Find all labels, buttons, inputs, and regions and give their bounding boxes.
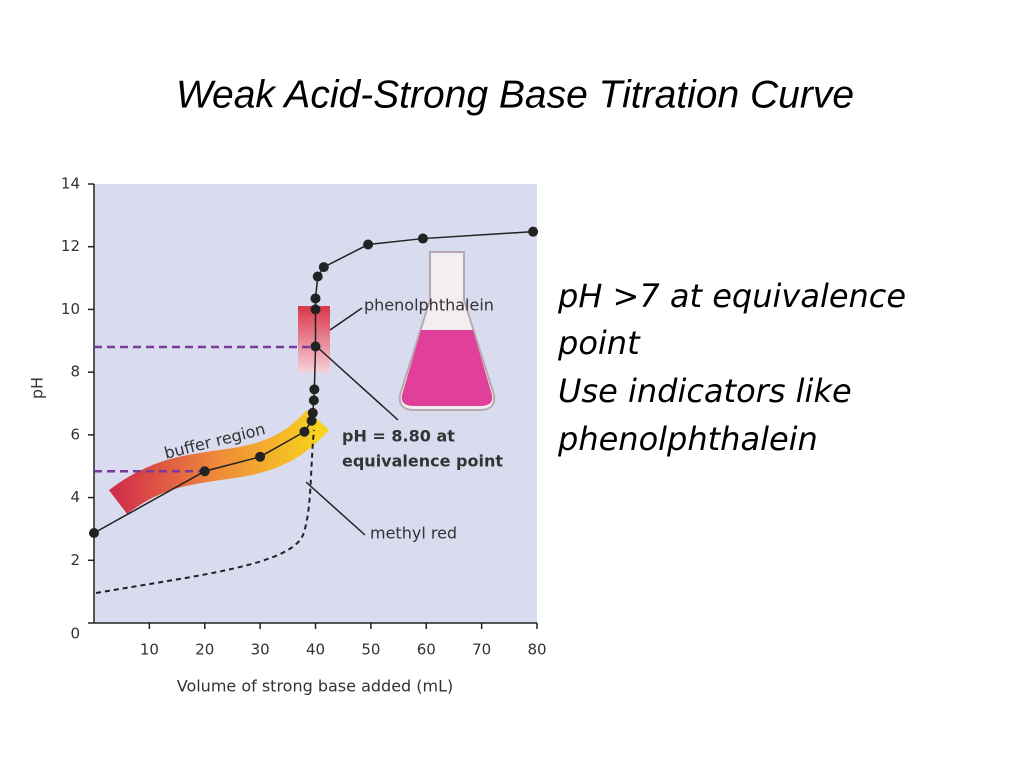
slide-text: pH >7 at equivalence bbox=[557, 277, 906, 315]
titration-curve bbox=[93, 230, 534, 534]
x-tick-label: 50 bbox=[361, 641, 380, 659]
x-tick-label: 40 bbox=[306, 641, 325, 659]
y-tick-label: 4 bbox=[70, 488, 80, 506]
methyl-red-curve bbox=[95, 429, 315, 594]
data-point bbox=[312, 271, 323, 282]
data-point bbox=[255, 451, 266, 462]
x-tick-label: 10 bbox=[140, 641, 159, 659]
x-tick-label: 30 bbox=[251, 641, 270, 659]
flask bbox=[398, 251, 496, 411]
annotation: methyl red bbox=[370, 524, 457, 543]
y-axis-title: pH bbox=[28, 377, 47, 399]
data-point bbox=[310, 293, 321, 304]
y-tick-label: 14 bbox=[61, 175, 80, 193]
annotation: pH = 8.80 at bbox=[342, 427, 455, 446]
data-point bbox=[318, 262, 329, 273]
data-point bbox=[307, 407, 318, 418]
y-tick-label: 6 bbox=[70, 425, 80, 443]
leader-line bbox=[315, 345, 399, 421]
data-point bbox=[310, 341, 321, 352]
y-tick-label: 8 bbox=[70, 363, 80, 381]
data-point bbox=[310, 304, 321, 315]
y-tick-label: 0 bbox=[70, 625, 80, 643]
data-point bbox=[528, 226, 539, 237]
data-point bbox=[306, 415, 317, 426]
x-tick-label: 60 bbox=[417, 641, 436, 659]
data-point bbox=[89, 528, 99, 539]
data-point bbox=[299, 426, 310, 437]
phenolphthalein-band bbox=[298, 306, 330, 372]
x-axis-title: Volume of strong base added (mL) bbox=[177, 677, 454, 696]
leader-line bbox=[305, 481, 366, 536]
y-tick-label: 2 bbox=[70, 551, 80, 569]
data-point bbox=[363, 239, 374, 250]
slide-text: phenolphthalein bbox=[557, 420, 818, 458]
y-tick-label: 12 bbox=[61, 237, 80, 255]
slide-text: point bbox=[557, 324, 641, 362]
x-tick-label: 20 bbox=[195, 641, 214, 659]
data-point bbox=[308, 395, 319, 406]
annotation: equivalence point bbox=[342, 452, 503, 471]
data-point bbox=[199, 466, 210, 477]
y-tick-label: 10 bbox=[61, 300, 80, 318]
annotation: phenolphthalein bbox=[364, 296, 494, 315]
x-tick-label: 70 bbox=[472, 641, 491, 659]
data-point bbox=[417, 233, 428, 244]
slide-title: Weak Acid-Strong Base Titration Curve bbox=[176, 73, 854, 116]
slide-text: Use indicators like bbox=[558, 372, 852, 410]
x-tick-label: 80 bbox=[527, 641, 546, 659]
data-point bbox=[309, 384, 320, 395]
leader-line bbox=[329, 307, 363, 331]
